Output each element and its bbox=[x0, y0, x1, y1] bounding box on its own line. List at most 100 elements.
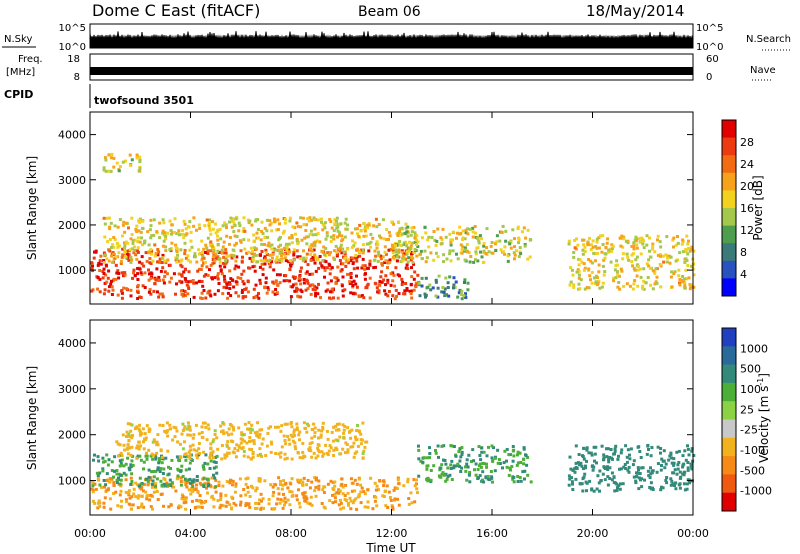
heatmap-cell bbox=[493, 469, 497, 473]
heatmap-cell bbox=[505, 459, 508, 463]
heatmap-cell bbox=[242, 439, 246, 443]
heatmap-cell bbox=[186, 285, 190, 289]
heatmap-cell bbox=[138, 454, 142, 458]
heatmap-cell bbox=[468, 471, 472, 474]
heatmap-cell bbox=[177, 233, 181, 237]
heatmap-cell bbox=[231, 425, 235, 429]
heatmap-cell bbox=[599, 479, 603, 483]
heatmap-cell bbox=[202, 261, 206, 265]
heatmap-cell bbox=[254, 253, 258, 257]
heatmap-cell bbox=[302, 494, 306, 498]
heatmap-cell bbox=[313, 431, 317, 435]
heatmap-cell bbox=[304, 288, 308, 292]
heatmap-cell bbox=[517, 241, 521, 245]
heatmap-cell bbox=[637, 476, 641, 480]
heatmap-cell bbox=[128, 153, 132, 157]
heatmap-cell bbox=[247, 421, 251, 425]
heatmap-cell bbox=[151, 470, 155, 473]
heatmap-cell bbox=[323, 268, 327, 272]
heatmap-cell bbox=[298, 430, 302, 434]
heatmap-cell bbox=[147, 278, 151, 282]
heatmap-cell bbox=[350, 477, 353, 481]
heatmap-cell bbox=[504, 239, 508, 243]
heatmap-cell bbox=[388, 496, 392, 499]
heatmap-cell bbox=[635, 246, 639, 250]
heatmap-cell bbox=[333, 258, 336, 261]
heatmap-cell bbox=[166, 258, 170, 262]
heatmap-cell bbox=[441, 227, 445, 231]
heatmap-cell bbox=[306, 501, 310, 505]
heatmap-cell bbox=[513, 245, 516, 249]
heatmap-cell bbox=[112, 277, 116, 281]
heatmap-cell bbox=[242, 454, 246, 458]
heatmap-cell bbox=[129, 476, 133, 480]
heatmap-cell bbox=[359, 438, 363, 442]
heatmap-cell bbox=[678, 251, 682, 255]
heatmap-cell bbox=[406, 477, 410, 481]
heatmap-cell bbox=[211, 258, 215, 261]
heatmap-cell bbox=[283, 496, 287, 500]
heatmap-cell bbox=[179, 469, 183, 473]
heatmap-cell bbox=[296, 255, 300, 259]
heatmap-cell bbox=[450, 478, 454, 481]
heatmap-cell bbox=[310, 480, 314, 484]
heatmap-cell bbox=[315, 476, 318, 480]
heatmap-cell bbox=[290, 260, 294, 264]
heatmap-cell bbox=[366, 226, 369, 230]
heatmap-cell bbox=[295, 287, 299, 291]
heatmap-cell bbox=[352, 279, 356, 283]
heatmap-cell bbox=[268, 265, 272, 269]
heatmap-cell bbox=[124, 240, 128, 244]
heatmap-cell bbox=[336, 278, 340, 282]
heatmap-cell bbox=[684, 268, 688, 272]
heatmap-cell bbox=[585, 481, 589, 485]
heatmap-cell bbox=[305, 279, 309, 283]
heatmap-cell bbox=[161, 472, 165, 475]
heatmap-cell bbox=[131, 463, 135, 467]
heatmap-cell bbox=[216, 238, 220, 242]
heatmap-cell bbox=[137, 427, 141, 431]
heatmap-cell bbox=[411, 241, 415, 245]
heatmap-cell bbox=[681, 454, 685, 458]
heatmap-cell bbox=[259, 238, 263, 242]
heatmap-cell bbox=[233, 267, 237, 271]
heatmap-cell bbox=[349, 445, 353, 449]
heatmap-cell bbox=[247, 250, 251, 254]
heatmap-cell bbox=[167, 505, 171, 509]
heatmap-cell bbox=[682, 482, 686, 486]
heatmap-cell bbox=[257, 479, 261, 483]
heatmap-cell bbox=[336, 252, 340, 256]
heatmap-cell bbox=[345, 227, 349, 231]
heatmap-cell bbox=[363, 227, 367, 231]
heatmap-cell bbox=[351, 501, 355, 505]
heatmap-cell bbox=[442, 253, 446, 257]
heatmap-cell bbox=[622, 237, 626, 241]
heatmap-cell bbox=[195, 449, 199, 453]
heatmap-cell bbox=[260, 428, 264, 432]
heatmap-cell bbox=[383, 489, 387, 493]
heatmap-cell bbox=[372, 266, 376, 270]
heatmap-cell bbox=[357, 493, 361, 497]
heatmap-cell bbox=[582, 238, 586, 242]
heatmap-cell bbox=[279, 429, 283, 433]
heatmap-cell bbox=[212, 248, 216, 252]
heatmap-cell bbox=[288, 490, 292, 493]
heatmap-cell bbox=[99, 254, 103, 258]
heatmap-cell bbox=[330, 287, 334, 291]
heatmap-cell bbox=[164, 483, 168, 487]
heatmap-cell bbox=[275, 273, 279, 277]
heatmap-cell bbox=[391, 251, 395, 255]
heatmap-cell bbox=[460, 251, 464, 255]
heatmap-cell bbox=[349, 259, 353, 262]
heatmap-cell bbox=[329, 279, 333, 283]
heatmap-cell bbox=[393, 486, 397, 490]
heatmap-cell bbox=[332, 237, 336, 241]
heatmap-cell bbox=[634, 239, 638, 243]
heatmap-cell bbox=[405, 250, 409, 254]
heatmap-cell bbox=[230, 506, 233, 510]
heatmap-cell bbox=[480, 446, 484, 450]
heatmap-cell bbox=[365, 286, 369, 290]
heatmap-cell bbox=[162, 281, 166, 285]
heatmap-cell bbox=[220, 444, 224, 447]
